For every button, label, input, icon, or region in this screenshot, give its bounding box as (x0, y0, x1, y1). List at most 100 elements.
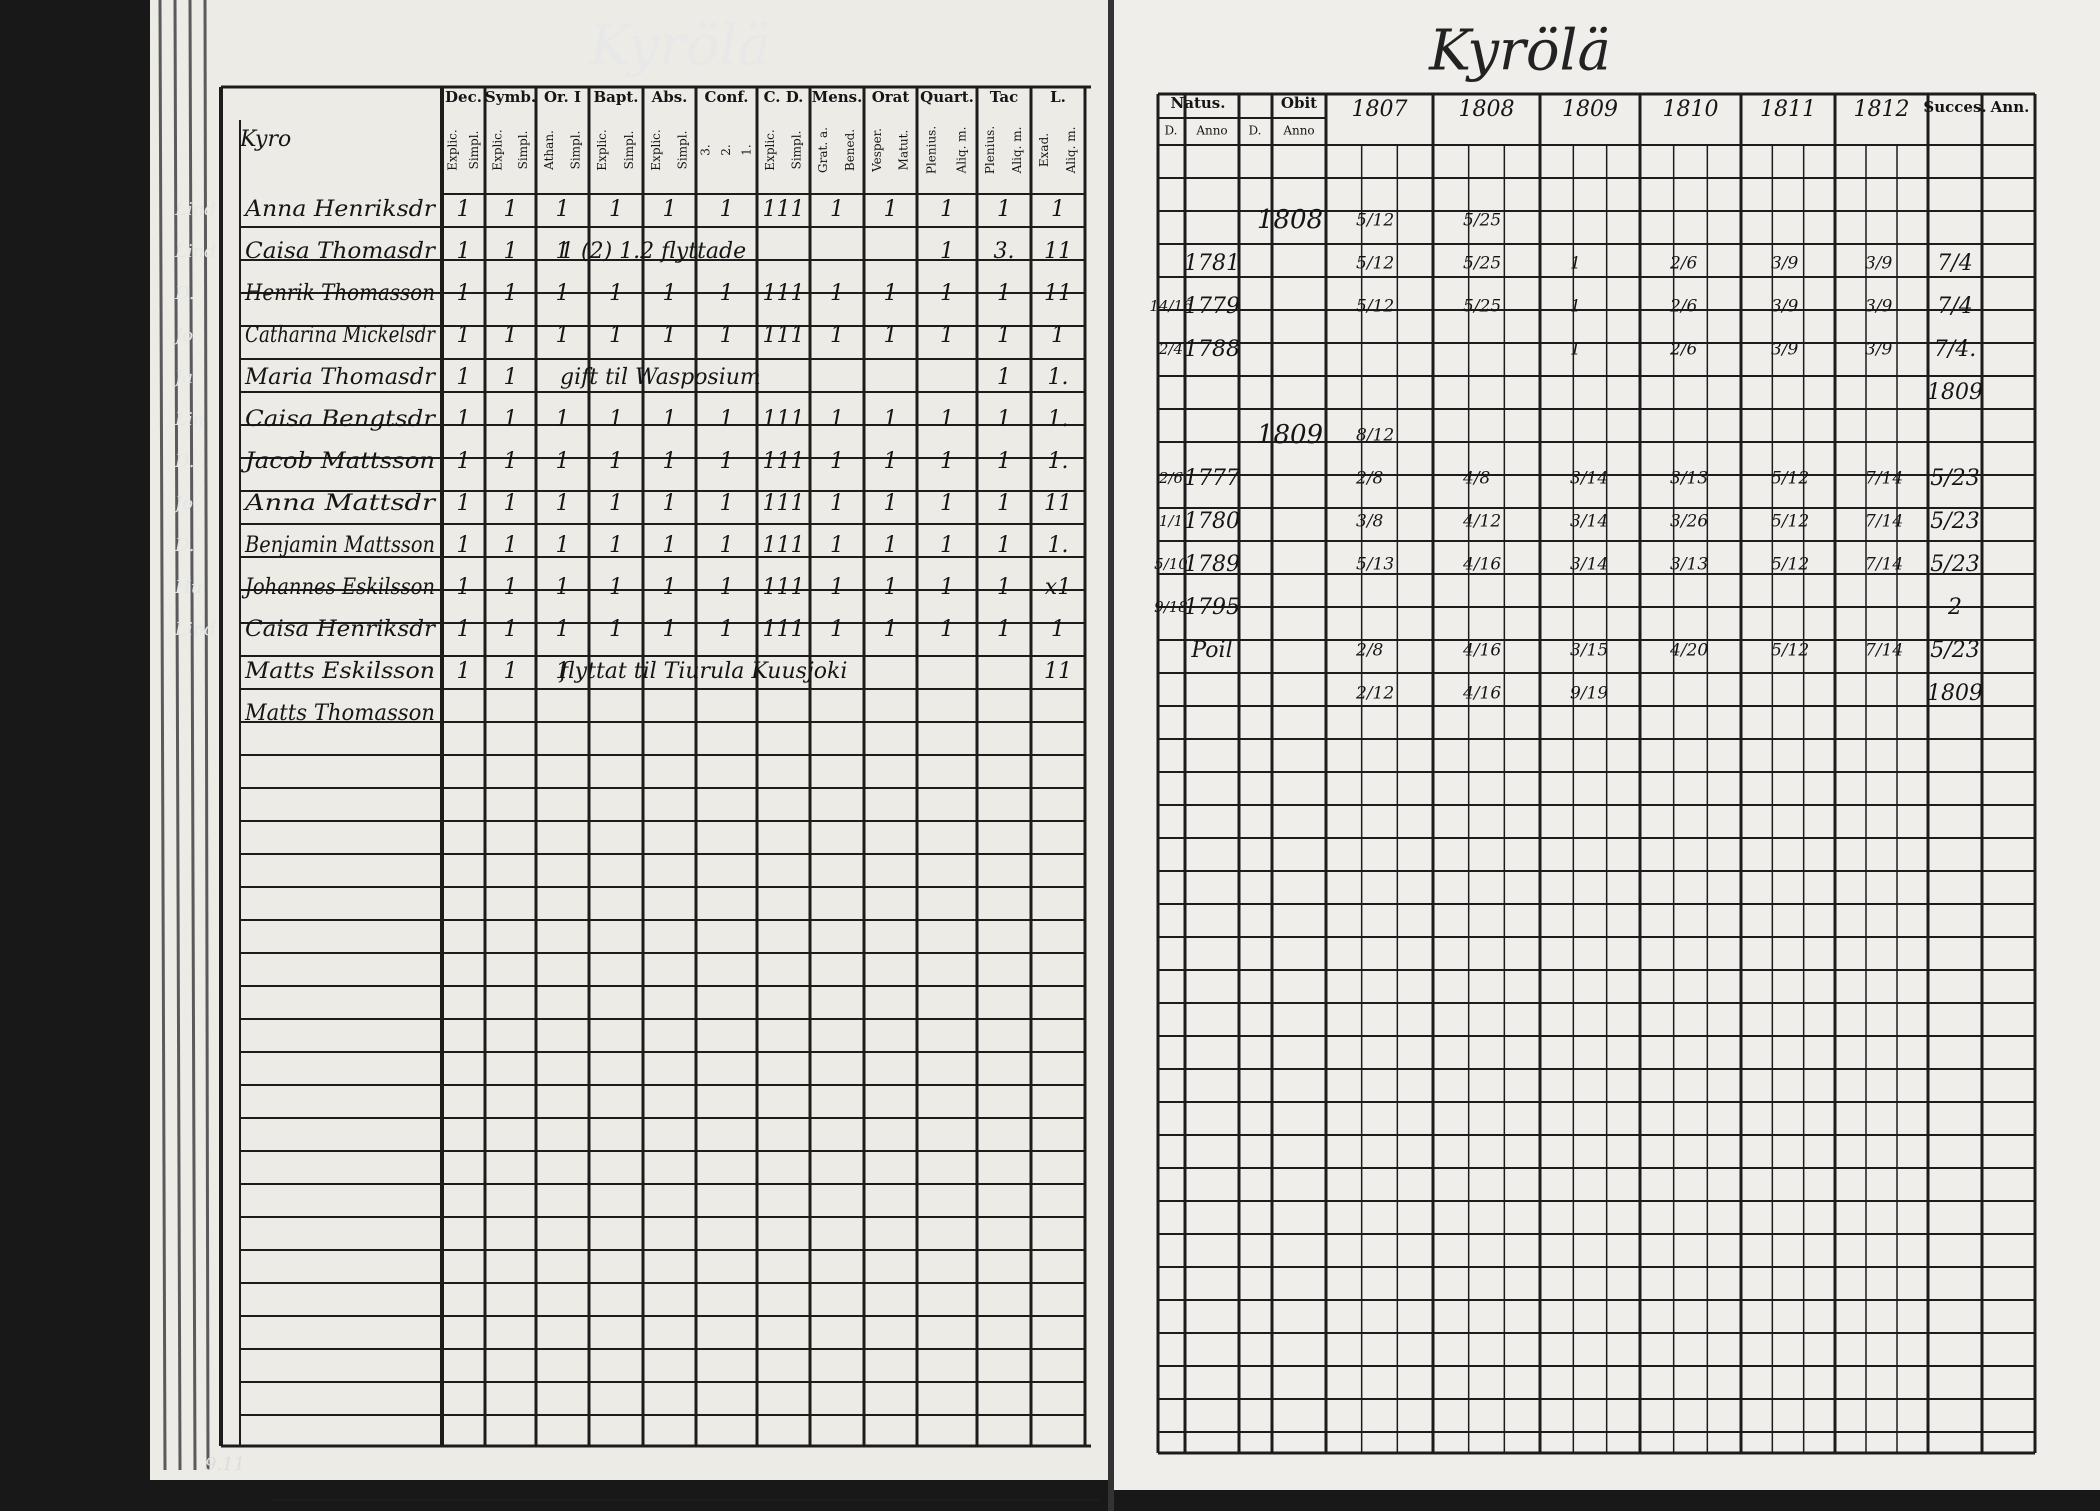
cell-entry: 1 (884, 617, 898, 642)
cell-entry: 1 (884, 281, 898, 306)
cell-entry: 1 (556, 239, 570, 264)
cell-entry: 1 (556, 617, 570, 642)
year-entry: 9/19 (1570, 684, 1608, 704)
year-entry: 4/8 (1462, 469, 1491, 489)
year-entry: 5/12 (1356, 254, 1394, 274)
year-entry: 3/13 (1670, 469, 1708, 489)
cell-entry: 1 (997, 281, 1011, 306)
cell-entry: 1 (997, 617, 1011, 642)
year-header: 1808 (1459, 97, 1515, 122)
year-header: 1809 (1562, 97, 1618, 122)
year-entry: 1 (1570, 297, 1581, 317)
column-subheader: 1. (739, 144, 753, 155)
cell-entry: 1 (663, 575, 677, 600)
column-subheader: Matut. (896, 130, 910, 171)
year-header: 1807 (1352, 97, 1408, 122)
cell-entry: 1 (457, 407, 471, 432)
death-year: 1809 (1257, 420, 1323, 450)
birth-day: 9/18 (1154, 598, 1188, 616)
page-title: Kyrölä (1428, 19, 1611, 84)
column-header: C. D. (764, 88, 804, 106)
cell-entry: 1 (663, 449, 677, 474)
year-entry: 3/9 (1865, 297, 1893, 317)
year-entry: 3/13 (1670, 555, 1708, 575)
birth-year: 1788 (1184, 337, 1240, 362)
column-subheader: Explic. (595, 129, 609, 170)
cell-entry: 1 (884, 491, 898, 516)
cell-entry: 1 (609, 407, 623, 432)
year-entry: 1 (1570, 254, 1581, 274)
year-entry: 2/6 (1669, 254, 1698, 274)
column-subheader: Simpl. (467, 131, 481, 170)
year-entry: 4/16 (1462, 684, 1501, 704)
cell-entry: 1. (1048, 533, 1069, 558)
cell-entry: 1 (940, 449, 954, 474)
column-header: Abs. (651, 88, 688, 106)
cell-entry: 1 (457, 323, 471, 348)
row-note: flyttat til Tiurula Kuusjoki (558, 659, 847, 684)
person-name: Jacob Mattsson (241, 449, 435, 474)
column-header: Bapt. (593, 88, 638, 106)
cell-entry: 1 (720, 407, 734, 432)
cell-entry: 1 (457, 659, 471, 684)
year-entry: 2/6 (1669, 297, 1698, 317)
year-entry: 3/9 (1865, 340, 1893, 360)
year-entry: 5/12 (1356, 297, 1394, 317)
birth-year: 1777 (1184, 466, 1240, 491)
header: Anno (1282, 124, 1314, 138)
margin-note: Jo (171, 493, 193, 514)
cell-entry: 1 (663, 617, 677, 642)
succession: 1809 (1927, 380, 1983, 405)
cell-entry: 1 (556, 449, 570, 474)
cell-entry: 1 (997, 197, 1011, 222)
village: Kyro (239, 127, 291, 152)
column-subheader: Simpl. (516, 131, 530, 170)
cell-entry: 1. (1048, 365, 1069, 390)
column-header: L. (1050, 88, 1066, 106)
cell-entry: 111 (763, 533, 805, 558)
column-subheader: Athan. (542, 130, 556, 171)
year-entry: 3/9 (1865, 254, 1893, 274)
cell-entry: 1 (830, 617, 844, 642)
year-entry: 2/12 (1355, 684, 1394, 704)
year-entry: 4/20 (1669, 641, 1708, 661)
cell-entry: 1 (556, 323, 570, 348)
margin-note: Hu (174, 577, 202, 598)
person-name: Anna Mattsdr (243, 491, 437, 516)
cell-entry: 1 (997, 365, 1011, 390)
cell-entry: 1 (556, 407, 570, 432)
page-title: Kyrölä (588, 14, 771, 79)
year-entry: 7/14 (1865, 641, 1903, 661)
cell-entry: 1 (940, 617, 954, 642)
cell-entry: 1 (504, 449, 518, 474)
cell-entry: 1 (504, 659, 518, 684)
column-subheader: Grat. a. (816, 127, 830, 173)
cell-entry: 1 (663, 197, 677, 222)
person-name: Caisa Thomasdr (245, 239, 437, 264)
cell-entry: 1 (556, 533, 570, 558)
cell-entry: 1 (997, 491, 1011, 516)
cell-entry: 1 (940, 491, 954, 516)
cell-entry: 1 (830, 533, 844, 558)
person-name: Matts Eskilsson (244, 659, 435, 684)
year-entry: 3/9 (1771, 254, 1799, 274)
year-entry: 8/12 (1356, 426, 1394, 446)
margin-note: Jo (171, 325, 193, 346)
cell-entry: 1 (940, 239, 954, 264)
column-subheader: Plenius. (925, 126, 939, 174)
column-subheader: Explic. (490, 129, 504, 170)
column-header: Or. I (544, 88, 581, 106)
margin-note: Ja (171, 367, 193, 388)
cell-entry: 1 (997, 407, 1011, 432)
cell-entry: 1. (1048, 449, 1069, 474)
cell-entry: 1 (830, 407, 844, 432)
cell-entry: 1 (609, 281, 623, 306)
cell-entry: 11 (1044, 281, 1072, 306)
cell-entry: 1 (609, 491, 623, 516)
cell-entry: 1 (1051, 197, 1065, 222)
cell-entry: 1 (997, 575, 1011, 600)
cell-entry: 1 (720, 575, 734, 600)
succession: 5/23 (1930, 466, 1979, 491)
cell-entry: 111 (763, 449, 805, 474)
cell-entry: 1 (663, 533, 677, 558)
